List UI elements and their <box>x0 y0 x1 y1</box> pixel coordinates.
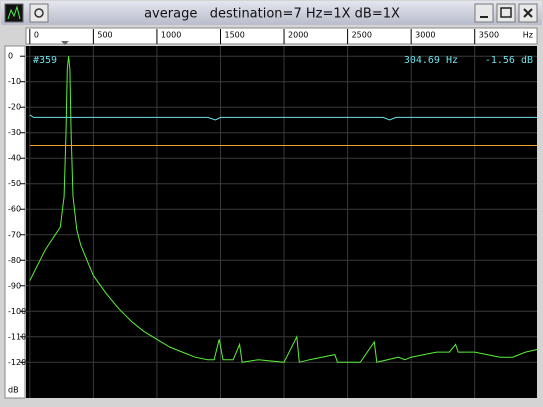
x-tick-label: 2500 <box>352 31 372 40</box>
x-tick-label: 1500 <box>224 31 244 40</box>
y-tick-label: -80 <box>8 256 21 265</box>
x-tick-label: 2000 <box>288 31 308 40</box>
y-tick-label: -120 <box>8 358 26 367</box>
series-line <box>29 56 538 363</box>
y-tick-label: -50 <box>8 179 21 188</box>
menu-button[interactable] <box>29 3 49 23</box>
y-tick-label: -90 <box>8 281 21 290</box>
x-tick-label: 3000 <box>415 31 435 40</box>
y-tick-label: -40 <box>8 154 21 163</box>
y-tick-label: 0 <box>8 52 13 61</box>
y-tick-label: -60 <box>8 205 21 214</box>
y-unit: dB <box>8 386 19 395</box>
y-tick-label: -100 <box>8 307 26 316</box>
app-icon[interactable] <box>4 3 24 23</box>
frequency-readout: 304.69 Hz <box>404 55 458 66</box>
series-line <box>29 114 537 121</box>
y-tick-label: -10 <box>8 77 21 86</box>
level-readout: -1.56 dB <box>485 55 533 66</box>
x-unit: Hz <box>523 31 533 40</box>
minimize-button[interactable] <box>474 3 494 23</box>
x-tick-label: 500 <box>97 31 112 40</box>
y-tick-label: -20 <box>8 103 21 112</box>
close-button[interactable] <box>518 3 538 23</box>
maximize-button[interactable] <box>496 3 516 23</box>
y-ruler <box>4 45 26 399</box>
frame-readout: #359 <box>33 55 57 66</box>
y-tick-label: -70 <box>8 230 21 239</box>
plot-area <box>26 46 537 398</box>
x-tick-label: 1000 <box>161 31 181 40</box>
title-bar <box>1 1 542 25</box>
x-tick-label: 3500 <box>479 31 499 40</box>
x-tick-label: 0 <box>34 31 39 40</box>
y-tick-label: -30 <box>8 128 21 137</box>
x-ruler <box>25 27 538 45</box>
y-tick-label: -110 <box>8 332 26 341</box>
cursor-marker <box>61 41 69 45</box>
window-title: average destination=7 Hz=1X dB=1X <box>144 7 400 22</box>
